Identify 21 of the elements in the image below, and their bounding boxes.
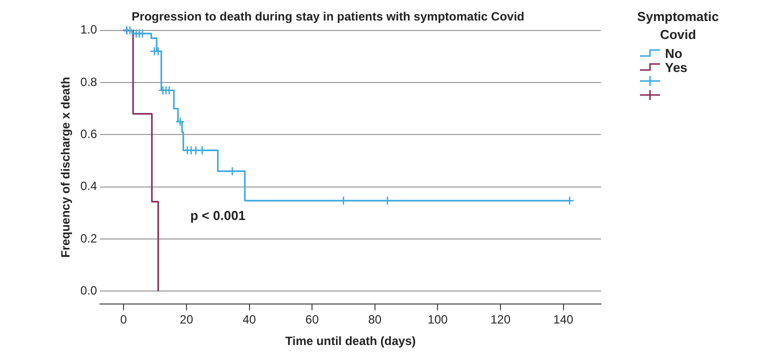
x-axis-title: Time until death (days) — [285, 334, 416, 348]
x-tick-label: 0 — [120, 312, 128, 327]
x-tick-label: 60 — [305, 312, 320, 327]
y-tick-label: 0.4 — [80, 179, 98, 194]
x-tick-label: 120 — [490, 312, 511, 327]
annotation: p < 0.001 — [190, 208, 246, 224]
legend-label: No — [665, 46, 682, 60]
y-tick-label: 0.0 — [80, 283, 98, 298]
y-tick-label: 1.0 — [80, 22, 98, 37]
y-tick-label: 0.2 — [80, 231, 98, 246]
x-tick-label: 20 — [180, 312, 194, 327]
x-tick-label: 40 — [242, 312, 256, 327]
y-axis-title: Frequency of discharge x death — [58, 76, 73, 258]
x-tick-label: 140 — [553, 312, 574, 327]
y-tick-label: 0.8 — [80, 74, 98, 89]
y-tick-label: 0.6 — [80, 127, 98, 142]
x-tick-label: 80 — [368, 312, 382, 327]
x-tick-label: 100 — [428, 312, 448, 327]
legend-label: Yes — [665, 60, 688, 74]
legend-title: Symptomatic Covid — [636, 8, 720, 44]
chart-title: Progression to death during stay in patients with symptomatic Covid — [132, 10, 524, 24]
